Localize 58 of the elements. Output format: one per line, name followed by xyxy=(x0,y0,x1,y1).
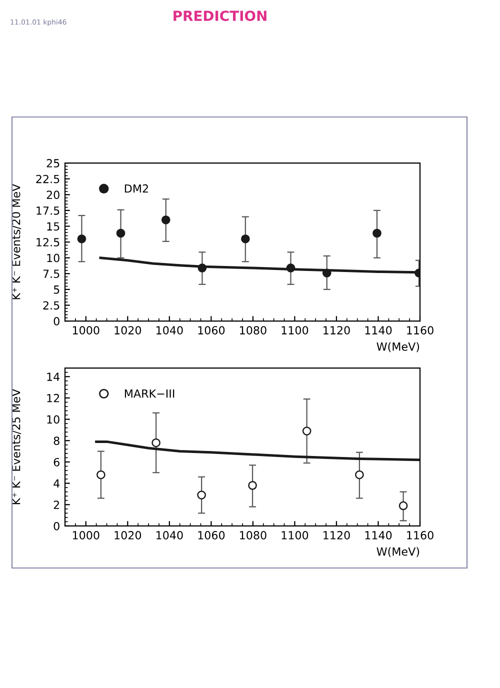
x-tick-label: 1120 xyxy=(324,326,350,334)
point xyxy=(116,228,126,238)
x-tick-label: 1000 xyxy=(72,326,100,334)
x-axis-title: W(MeV) xyxy=(376,547,420,558)
y-tick-label: 10 xyxy=(47,415,60,424)
point xyxy=(372,228,382,238)
x-tick-label: 1160 xyxy=(407,531,434,540)
point xyxy=(398,501,408,510)
y-tick-label: 8 xyxy=(54,436,60,446)
x-tick-label: 1040 xyxy=(156,531,183,540)
point xyxy=(96,470,106,480)
y-tick-label: 12 xyxy=(47,394,60,402)
y-tick-label: 12.5 xyxy=(36,238,60,246)
y-tick-label: 0 xyxy=(54,522,60,530)
y-tick-label: 22.5 xyxy=(36,174,60,184)
y-tick-label: 2.5 xyxy=(43,301,60,310)
legend-label: MARK−III xyxy=(124,389,174,398)
y-tick-label: 25 xyxy=(46,159,60,168)
y-tick-label: 2 xyxy=(54,500,60,509)
point xyxy=(322,268,332,278)
point xyxy=(198,264,207,272)
y-tick-label: 5 xyxy=(54,286,60,294)
y-tick-label: 17.5 xyxy=(36,206,60,215)
x-tick-label: 1020 xyxy=(114,326,142,334)
x-tick-label: 1000 xyxy=(72,531,100,540)
x-tick-label: 1060 xyxy=(198,531,225,540)
x-tick-label: 1160 xyxy=(407,326,434,334)
x-tick-label: 1140 xyxy=(365,326,392,334)
point xyxy=(152,438,160,448)
point xyxy=(161,215,170,224)
y-tick-label: 15 xyxy=(47,222,60,231)
x-tick-label: 1140 xyxy=(365,531,392,540)
x-tick-label: 1040 xyxy=(156,326,183,334)
x-tick-label: 1120 xyxy=(324,531,350,540)
x-tick-label: 1080 xyxy=(240,326,266,334)
point xyxy=(77,234,86,244)
x-tick-label: 1020 xyxy=(114,531,142,540)
y-tick-label: 20 xyxy=(46,190,60,200)
legend-label: DM2 xyxy=(124,184,148,193)
point xyxy=(302,426,312,436)
point xyxy=(240,234,250,244)
y-tick-label: 4 xyxy=(54,479,60,488)
y-tick-label: 10 xyxy=(47,254,60,262)
x-tick-label: 1100 xyxy=(282,531,308,540)
x-tick-label: 1080 xyxy=(240,531,266,540)
point xyxy=(248,481,257,490)
y-tick-label: 0 xyxy=(54,316,60,326)
line-series xyxy=(95,440,420,462)
y-tick-label: 6 xyxy=(54,458,60,466)
x-tick-label: 1100 xyxy=(282,326,308,334)
point xyxy=(197,490,206,500)
point xyxy=(355,470,364,480)
y-tick-label: 14 xyxy=(47,372,60,381)
y-tick-label: 7.5 xyxy=(43,270,60,278)
x-tick-label: 1060 xyxy=(198,326,225,334)
x-axis-title: W(MeV) xyxy=(376,342,420,352)
text: PREDICTION xyxy=(174,10,266,22)
point xyxy=(286,264,296,272)
